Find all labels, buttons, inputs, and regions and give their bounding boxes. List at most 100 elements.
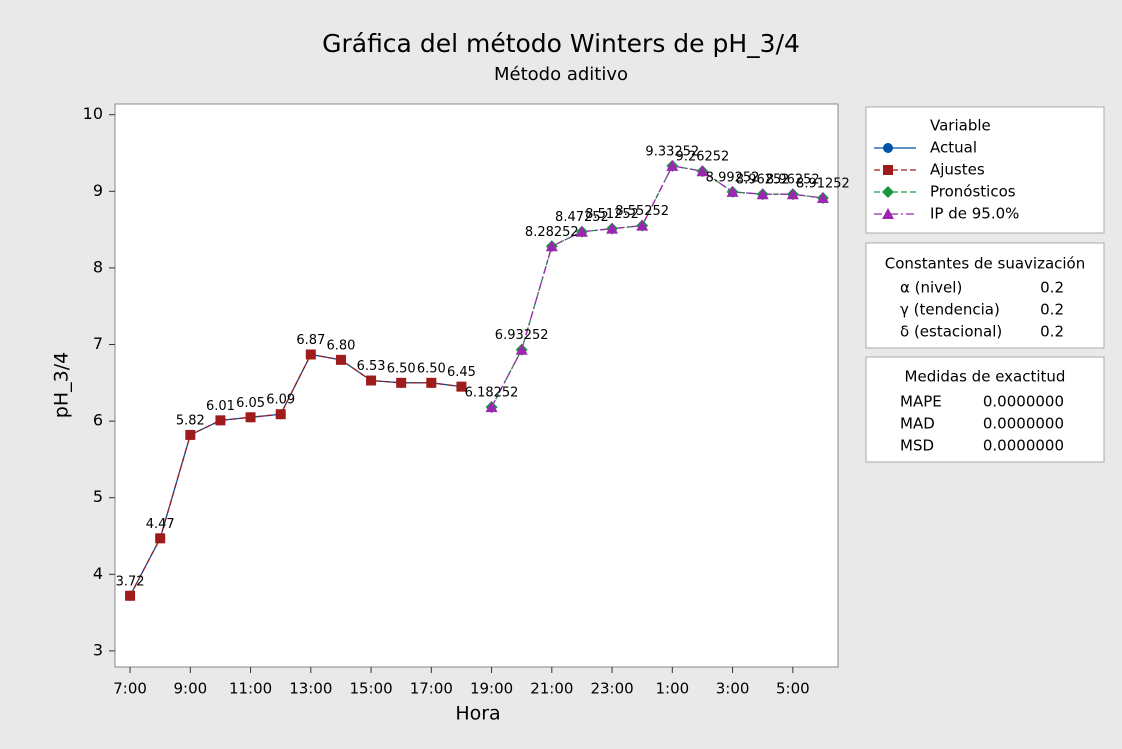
marker	[636, 219, 649, 231]
data-label: 6.53	[357, 359, 386, 374]
marker	[882, 208, 894, 219]
x-tick-label: 11:00	[229, 680, 272, 698]
chart-subtitle: Método aditivo	[494, 64, 628, 85]
table-value: 0.2	[1040, 323, 1064, 341]
marker	[726, 185, 739, 197]
plot-area	[114, 103, 839, 668]
x-tick-label: 1:00	[655, 680, 689, 698]
x-tick-label: 3:00	[716, 680, 750, 698]
x-tick-label: 19:00	[470, 680, 513, 698]
marker	[125, 590, 136, 601]
data-label: 8.99252	[706, 170, 760, 185]
data-label: 6.87	[296, 333, 325, 348]
data-label: 6.80	[326, 338, 355, 353]
marker	[575, 225, 588, 237]
marker	[515, 343, 528, 355]
table-label: MAD	[900, 415, 935, 433]
smoothing-title: Constantes de suavización	[885, 255, 1086, 273]
accuracy-box	[865, 356, 1105, 463]
marker	[366, 375, 377, 386]
data-label: 6.01	[206, 399, 235, 414]
series-line	[129, 353, 462, 597]
y-tick-label: 7	[93, 334, 103, 353]
y-tick-label: 9	[93, 181, 103, 200]
x-tick-label: 7:00	[113, 680, 147, 698]
table-label: MAPE	[900, 393, 942, 411]
legend-label: Pronósticos	[930, 183, 1016, 201]
legend-label: IP de 95.0%	[930, 205, 1019, 223]
marker	[396, 377, 407, 388]
marker	[456, 381, 467, 392]
table-value: 0.0000000	[983, 415, 1064, 433]
marker	[882, 186, 894, 198]
marker	[696, 165, 709, 177]
data-label: 6.50	[417, 361, 446, 376]
table-value: 0.0000000	[983, 437, 1064, 455]
data-label: 6.09	[266, 393, 295, 408]
smoothing-box	[865, 242, 1105, 349]
data-label: 8.96252	[736, 173, 790, 188]
legend-label: Actual	[930, 139, 977, 157]
data-label: 6.18252	[465, 386, 519, 401]
data-label: 4.47	[146, 517, 175, 532]
marker	[305, 349, 316, 360]
marker	[215, 415, 226, 426]
marker	[786, 188, 799, 200]
marker	[545, 240, 558, 252]
y-tick-label: 5	[93, 487, 103, 506]
marker	[606, 222, 619, 234]
marker	[666, 159, 679, 171]
table-value: 0.0000000	[983, 393, 1064, 411]
x-tick-label: 9:00	[173, 680, 207, 698]
table-label: δ (estacional)	[900, 323, 1002, 341]
data-label: 8.51252	[585, 207, 639, 222]
data-label: 8.96252	[766, 173, 820, 188]
marker	[816, 192, 829, 204]
data-label: 9.33252	[645, 144, 699, 159]
data-label: 9.26252	[676, 150, 730, 165]
marker	[155, 533, 166, 544]
x-axis-label: Hora	[455, 703, 500, 725]
y-tick-label: 4	[93, 564, 103, 583]
legend-title: Variable	[930, 117, 991, 135]
table-label: MSD	[900, 437, 934, 455]
data-label: 6.93252	[495, 328, 549, 343]
x-tick-label: 13:00	[289, 680, 332, 698]
x-tick-label: 5:00	[776, 680, 810, 698]
data-label: 6.45	[447, 365, 476, 380]
data-label: 8.28252	[525, 225, 579, 240]
marker	[756, 188, 769, 200]
y-tick-label: 10	[83, 104, 103, 123]
data-label: 8.91252	[796, 177, 850, 192]
marker	[335, 354, 346, 365]
data-label: 6.50	[387, 361, 416, 376]
x-tick-label: 17:00	[410, 680, 453, 698]
x-tick-label: 23:00	[590, 680, 633, 698]
marker	[245, 412, 256, 423]
y-tick-label: 8	[93, 257, 103, 276]
table-value: 0.2	[1040, 279, 1064, 297]
table-label: γ (tendencia)	[900, 301, 1000, 319]
x-tick-label: 21:00	[530, 680, 573, 698]
data-label: 8.47252	[555, 210, 609, 225]
y-tick-label: 3	[93, 640, 103, 659]
data-label: 8.55252	[615, 204, 669, 219]
data-label: 6.05	[236, 396, 265, 411]
x-tick-label: 15:00	[349, 680, 392, 698]
legend-label: Ajustes	[930, 161, 985, 179]
marker	[185, 429, 196, 440]
accuracy-title: Medidas de exactitud	[905, 368, 1066, 386]
data-label: 5.82	[176, 413, 205, 428]
marker	[883, 143, 893, 153]
marker	[485, 401, 498, 413]
table-value: 0.2	[1040, 301, 1064, 319]
y-axis-label: pH_3/4	[51, 352, 73, 418]
y-tick-label: 6	[93, 411, 103, 430]
chart-title: Gráfica del método Winters de pH_3/4	[322, 29, 800, 58]
marker	[275, 409, 286, 420]
marker	[426, 377, 437, 388]
data-label: 3.72	[116, 574, 145, 589]
marker	[883, 165, 893, 175]
table-label: α (nivel)	[900, 279, 962, 297]
